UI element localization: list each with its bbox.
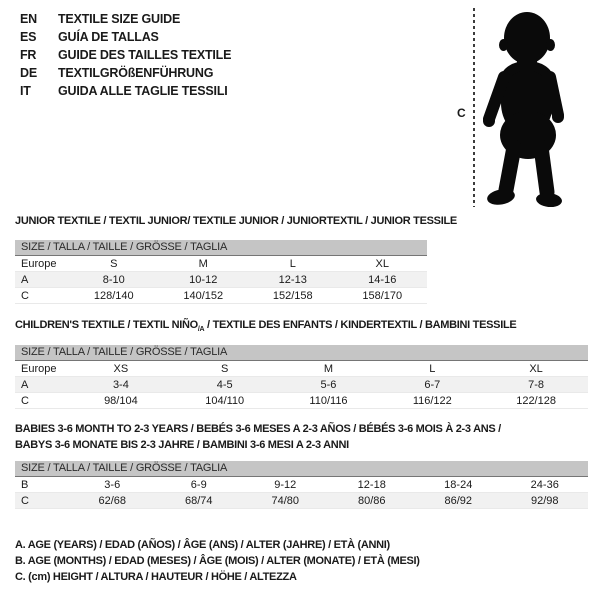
language-title: TEXTILE SIZE GUIDE — [58, 12, 181, 26]
size-header-row: SIZE / TALLA / TAILLE / GRÖSSE / TAGLIA — [15, 461, 588, 477]
age-cell: 14-16 — [368, 274, 397, 286]
babies-title-line2: BABYS 3-6 MONATE BIS 2-3 JAHRE / BAMBINI… — [15, 438, 349, 451]
height-cell: 140/152 — [183, 290, 224, 302]
table-row: C 98/104 104/110 110/116 116/122 122/128 — [15, 393, 588, 409]
babies-title-line1: BABIES 3-6 MONTH TO 2-3 YEARS / BEBÉS 3-… — [15, 423, 501, 435]
size-cell: XS — [113, 363, 129, 375]
height-cell: 104/110 — [205, 395, 245, 407]
height-cell: 158/170 — [362, 290, 403, 302]
junior-table-title: JUNIOR TEXTILE / TEXTIL JUNIOR/ TEXTILE … — [15, 215, 457, 227]
age-cell: 7-8 — [528, 379, 545, 391]
row-label: B — [21, 479, 29, 491]
age-cell: 6-9 — [190, 479, 207, 491]
size-cell: L — [429, 363, 436, 375]
size-cell: S — [221, 363, 229, 375]
language-title-list: EN TEXTILE SIZE GUIDE ES GUÍA DE TALLAS … — [20, 10, 231, 100]
language-row-de: DE TEXTILGRÖßENFÜHRUNG — [20, 64, 231, 82]
height-cell: 110/116 — [309, 395, 348, 407]
table-row: C 128/140 140/152 152/158 158/170 — [15, 288, 427, 304]
language-code: IT — [20, 84, 31, 98]
row-label: C — [21, 395, 29, 407]
note-age-years: A. AGE (YEARS) / EDAD (AÑOS) / ÂGE (ANS)… — [15, 539, 390, 551]
junior-size-table: SIZE / TALLA / TAILLE / GRÖSSE / TAGLIA … — [15, 240, 427, 304]
size-cell: M — [323, 363, 334, 375]
language-code: DE — [20, 66, 37, 80]
age-cell: 5-6 — [320, 379, 337, 391]
language-row-fr: FR GUIDE DES TAILLES TEXTILE — [20, 46, 231, 64]
language-code: FR — [20, 48, 37, 62]
language-title: GUIDA ALLE TAGLIE TESSILI — [58, 84, 228, 98]
age-cell: 9-12 — [274, 479, 297, 491]
height-cell: 80/86 — [357, 495, 386, 507]
age-cell: 3-4 — [112, 379, 129, 391]
size-cell: XL — [375, 258, 389, 270]
height-cell: 98/104 — [104, 395, 138, 407]
height-cell: 74/80 — [271, 495, 300, 507]
baby-silhouette-icon — [483, 12, 564, 207]
table-row: Europe S M L XL — [15, 256, 427, 272]
children-size-table: SIZE / TALLA / TAILLE / GRÖSSE / TAGLIA … — [15, 345, 588, 409]
age-cell: 10-12 — [189, 274, 218, 286]
age-cell: 6-7 — [424, 379, 441, 391]
age-cell: 12-13 — [278, 274, 307, 286]
height-cell: 116/122 — [412, 395, 452, 407]
row-label: C — [21, 290, 29, 302]
language-code: ES — [20, 30, 37, 44]
babies-table-title: BABIES 3-6 MONTH TO 2-3 YEARS / BEBÉS 3-… — [15, 422, 501, 453]
age-cell: 24-36 — [530, 479, 559, 491]
height-cell: 128/140 — [93, 290, 134, 302]
language-title: GUIDE DES TAILLES TEXTILE — [58, 48, 232, 62]
row-label: Europe — [21, 258, 57, 270]
size-header-row: SIZE / TALLA / TAILLE / GRÖSSE / TAGLIA — [15, 240, 427, 256]
height-cell: 62/68 — [98, 495, 127, 507]
row-label: A — [21, 379, 29, 391]
children-title-post: / TEXTILE DES ENFANTS / KINDERTEXTIL / B… — [204, 319, 517, 331]
table-row: A 8-10 10-12 12-13 14-16 — [15, 272, 427, 288]
row-label: C — [21, 495, 29, 507]
children-table-title: CHILDREN'S TEXTILE / TEXTIL NIÑO/A / TEX… — [15, 319, 517, 334]
table-row: C 62/68 68/74 74/80 80/86 86/92 92/98 — [15, 493, 588, 509]
language-row-it: IT GUIDA ALLE TAGLIE TESSILI — [20, 82, 231, 100]
row-label: A — [21, 274, 29, 286]
size-cell: XL — [529, 363, 543, 375]
height-measure-label: C — [457, 106, 466, 120]
age-cell: 18-24 — [444, 479, 473, 491]
age-cell: 4-5 — [216, 379, 233, 391]
size-cell: M — [198, 258, 208, 270]
height-cell: 152/158 — [272, 290, 313, 302]
table-row: Europe XS S M L XL — [15, 361, 588, 377]
children-title-pre: CHILDREN'S TEXTILE / TEXTIL NIÑO — [15, 319, 198, 331]
legend-notes: A. AGE (YEARS) / EDAD (AÑOS) / ÂGE (ANS)… — [15, 537, 420, 585]
table-row: A 3-4 4-5 5-6 6-7 7-8 — [15, 377, 588, 393]
size-header-row: SIZE / TALLA / TAILLE / GRÖSSE / TAGLIA — [15, 345, 588, 361]
language-title: TEXTILGRÖßENFÜHRUNG — [58, 66, 214, 80]
babies-size-table: SIZE / TALLA / TAILLE / GRÖSSE / TAGLIA … — [15, 461, 588, 509]
note-age-months: B. AGE (MONTHS) / EDAD (MESES) / ÂGE (MO… — [15, 555, 420, 567]
children-title-sub: /A — [197, 326, 205, 334]
height-cell: 68/74 — [184, 495, 213, 507]
size-cell: L — [289, 258, 296, 270]
note-height-cm: C. (cm) HEIGHT / ALTURA / HAUTEUR / HÖHE… — [15, 571, 297, 583]
age-cell: 3-6 — [104, 479, 121, 491]
row-label: Europe — [21, 363, 57, 375]
height-measure-dashed-line — [473, 8, 475, 207]
age-cell: 8-10 — [102, 274, 125, 286]
height-cell: 92/98 — [530, 495, 559, 507]
height-cell: 86/92 — [444, 495, 473, 507]
table-row: B 3-6 6-9 9-12 12-18 18-24 24-36 — [15, 477, 588, 493]
height-cell: 122/128 — [516, 395, 556, 407]
language-row-en: EN TEXTILE SIZE GUIDE — [20, 10, 231, 28]
language-row-es: ES GUÍA DE TALLAS — [20, 28, 231, 46]
language-title: GUÍA DE TALLAS — [58, 30, 159, 44]
size-cell: S — [110, 258, 118, 270]
age-cell: 12-18 — [357, 479, 386, 491]
language-code: EN — [20, 12, 37, 26]
